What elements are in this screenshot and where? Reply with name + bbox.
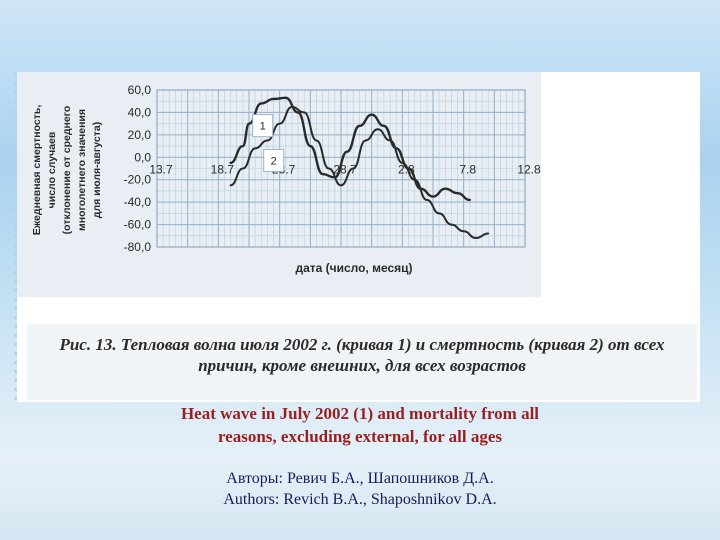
- caption-background: [27, 324, 697, 400]
- y-tick-label: 60,0: [128, 83, 152, 97]
- series-label-box: [263, 148, 285, 172]
- y-tick-label: 0,0: [134, 150, 151, 164]
- y-tick-labels: 60,0 40,0 20,0 0,0 -20,0 -40,0 -60,0 -80,0: [124, 83, 152, 254]
- y-axis-label: Ежедневная смертность, число случаев (откл…: [31, 105, 103, 236]
- y-tick-label: 20,0: [128, 128, 152, 142]
- line-chart: 60,0 40,0 20,0 0,0 -20,0 -40,0 -60,0 -80,0 13.7…: [31, 83, 541, 275]
- y-axis-label-line: для июля-августа): [91, 122, 103, 218]
- series-label-box: [252, 114, 274, 138]
- plot-frame: [156, 89, 526, 248]
- figure-panel: 60,0 40,0 20,0 0,0 -20,0 -40,0 -60,0 -80,0 13.7…: [17, 72, 700, 402]
- caption-en-line1: Heat wave in July 2002 (1) and mortality…: [180, 404, 540, 423]
- x-tick-label: 18.7: [211, 162, 235, 176]
- series-label-2: 2: [263, 148, 285, 172]
- x-tick-label: 13.7: [149, 162, 173, 176]
- y-axis-label-line: Ежедневная смертность,: [31, 105, 43, 236]
- y-tick-label: -80,0: [124, 240, 152, 254]
- series-line-1: [229, 96, 471, 202]
- x-tick-label: 2.8: [398, 162, 415, 176]
- chart-background: [17, 72, 541, 297]
- authors-ru: Авторы: Ревич Б.А., Шапошников Д.А.: [226, 470, 494, 487]
- series-label-text: 2: [271, 155, 277, 167]
- y-tick-label: 40,0: [128, 105, 152, 119]
- decorative-dots: [13, 70, 19, 400]
- y-tick-label: -40,0: [124, 195, 152, 209]
- y-axis-label-line: (отклонение от среднего: [61, 106, 73, 235]
- caption-ru-line2: причин, кроме внешних, для всех возрасто…: [198, 356, 526, 375]
- caption-ru-line1: Рис. 13. Тепловая волна июля 2002 г. (кр…: [59, 335, 665, 354]
- authors-block: Авторы: Ревич Б.А., Шапошников Д.А. Auth…: [150, 468, 570, 510]
- caption-en-line2: reasons, excluding external, for all age…: [217, 427, 503, 446]
- authors-en: Authors: Revich B.A., Shaposhnikov D.A.: [223, 491, 497, 508]
- series-label-1: 1: [252, 114, 274, 138]
- x-axis-label: дата (число, месяц): [295, 261, 412, 275]
- y-axis-label-line: число случаев: [46, 131, 58, 208]
- x-tick-label: 7.8: [459, 162, 476, 176]
- y-axis-label-line: многолетнего значения: [76, 109, 88, 231]
- x-tick-label: 12.8: [517, 162, 541, 176]
- series-line-2: [229, 105, 490, 240]
- y-tick-label: -20,0: [124, 173, 152, 187]
- series-label-text: 1: [260, 121, 266, 133]
- series-labels: 12: [252, 114, 285, 172]
- figure-caption-ru: Рис. 13. Тепловая волна июля 2002 г. (кр…: [27, 334, 697, 376]
- figure-caption-en: Heat wave in July 2002 (1) and mortality…: [120, 402, 600, 448]
- y-tick-label: -60,0: [124, 218, 152, 232]
- series-lines: [229, 96, 490, 240]
